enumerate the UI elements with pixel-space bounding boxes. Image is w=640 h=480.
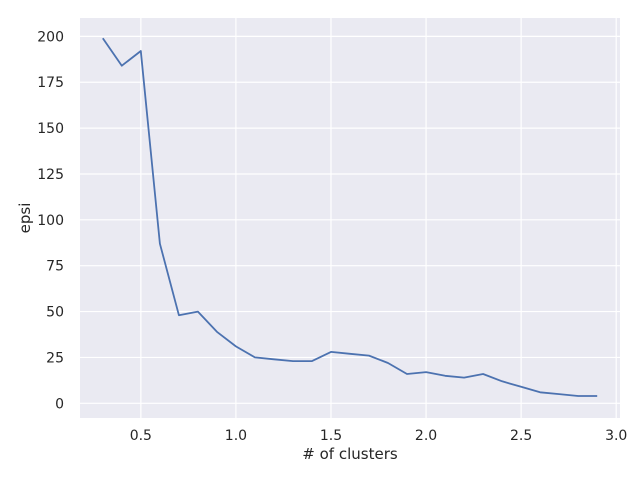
x-tick-label: 2.0 [415, 428, 437, 444]
y-tick-label: 200 [37, 29, 64, 45]
x-tick-label: 1.0 [225, 428, 247, 444]
series-line [102, 37, 598, 397]
y-tick-labels: 0 25 50 75 100 125 150 175 200 [37, 29, 64, 412]
x-tick-labels: 0.5 1.0 1.5 2.0 2.5 3.0 [130, 428, 628, 444]
x-tick-label: 2.5 [510, 428, 532, 444]
y-tick-label: 0 [55, 396, 64, 412]
x-tick-label: 3.0 [605, 428, 627, 444]
y-tick-label: 150 [37, 121, 64, 137]
x-gridlines [140, 18, 617, 418]
y-tick-label: 175 [37, 75, 64, 91]
y-tick-label: 125 [37, 167, 64, 183]
y-tick-label: 75 [46, 259, 64, 275]
y-tick-label: 100 [37, 213, 64, 229]
x-tick-label: 1.5 [320, 428, 342, 444]
x-tick-label: 0.5 [130, 428, 152, 444]
y-gridlines [80, 35, 620, 404]
y-tick-label: 25 [46, 350, 64, 366]
plot-background [80, 18, 620, 418]
y-tick-label: 50 [46, 305, 64, 321]
x-axis-label: # of clusters [302, 445, 398, 463]
y-axis-label: epsi [16, 203, 34, 234]
